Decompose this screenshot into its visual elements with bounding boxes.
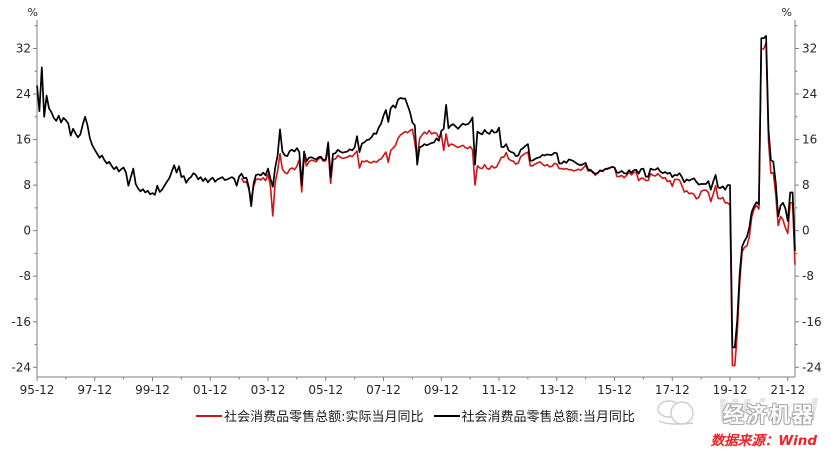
x-axis-label: 03-12	[251, 383, 286, 397]
y-axis-label-left: 0	[23, 224, 31, 238]
legend-swatch-black-line	[433, 414, 460, 417]
y-axis-label-right: 0	[802, 224, 810, 238]
brand-watermark-text: 经济机器	[723, 403, 815, 427]
y-axis-label-left: -8	[19, 269, 31, 283]
legend-swatch-red-line	[196, 414, 223, 417]
x-axis-label: 19-12	[713, 383, 748, 397]
line-chart-plot: 32 32 24 24 16 16 8 8 0 0 -8 -8 -16 -16 -24 -24% % 95-12 9…	[11, 6, 822, 397]
wind-watermark-text: Wind	[716, 394, 823, 429]
data-source-label: 数据来源：Wind	[710, 433, 817, 449]
y-axis-label-right: 32	[802, 41, 817, 55]
y-axis-label-left: 8	[23, 178, 31, 192]
legend-label-nominal: 社会消费品零售总额:当月同比	[461, 410, 635, 425]
y-axis-unit-right: %	[782, 6, 792, 19]
x-axis-label: 07-12	[366, 383, 401, 397]
x-axis-label: 11-12	[482, 383, 517, 397]
x-axis-label: 21-12	[770, 383, 805, 397]
x-axis-label: 15-12	[597, 383, 632, 397]
y-axis-label-right: -24	[802, 360, 822, 374]
y-axis-label-left: -16	[11, 315, 31, 329]
chart-legend: 社会消费品零售总额:实际当月同比 社会消费品零售总额:当月同比	[0, 406, 831, 425]
series-line-real-yoy	[240, 41, 796, 367]
series-line-nominal-yoy	[36, 35, 796, 349]
x-axis-label: 17-12	[655, 383, 690, 397]
x-axis-label: 95-12	[20, 383, 55, 397]
y-axis-unit-left: %	[28, 6, 38, 19]
legend-label-real: 社会消费品零售总额:实际当月同比	[224, 410, 424, 425]
y-axis-label-left: 32	[16, 41, 31, 55]
legend-item-real: 社会消费品零售总额:实际当月同比	[196, 406, 424, 425]
y-axis-label-left: 24	[16, 87, 31, 101]
x-axis-label: 13-12	[539, 383, 574, 397]
x-axis-label: 97-12	[77, 383, 112, 397]
brand-logo-icon	[657, 400, 694, 425]
x-axis-label: 01-12	[193, 383, 228, 397]
x-axis-label: 99-12	[135, 383, 170, 397]
y-axis-label-right: -8	[802, 269, 814, 283]
x-axis-label: 05-12	[308, 383, 343, 397]
y-axis-label-right: 8	[802, 178, 810, 192]
y-axis-label-right: 16	[802, 133, 817, 147]
legend-item-nominal: 社会消费品零售总额:当月同比	[433, 406, 635, 425]
y-axis-label-right: -16	[802, 315, 822, 329]
y-axis-label-left: 16	[16, 133, 31, 147]
y-axis-label-right: 24	[802, 87, 817, 101]
x-axis-label: 09-12	[424, 383, 459, 397]
y-axis-label-left: -24	[11, 360, 31, 374]
